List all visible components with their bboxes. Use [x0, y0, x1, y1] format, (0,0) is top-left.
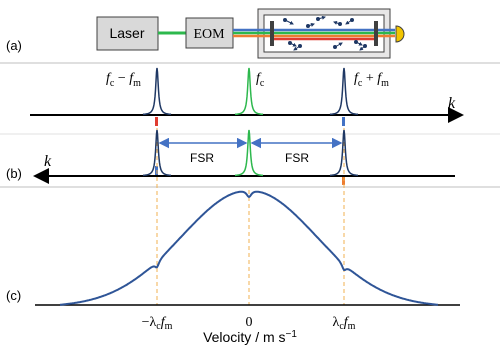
atom — [354, 40, 358, 44]
absorption-profile — [59, 190, 439, 306]
label-part: m — [381, 78, 389, 89]
label-part: f — [256, 71, 262, 86]
peak-label: fc − fm — [106, 71, 141, 89]
label-part: f — [377, 71, 383, 86]
atom — [298, 44, 302, 48]
label-part: c — [110, 78, 115, 89]
label-part: f — [344, 315, 350, 330]
axis-title: Velocity / m s−1 — [203, 329, 297, 345]
label-part: + — [362, 71, 377, 86]
atom — [288, 41, 292, 45]
laser-box — [96, 16, 159, 51]
atom — [316, 17, 320, 21]
label-part: 0 — [246, 315, 253, 330]
atom — [338, 22, 342, 26]
peak-label: fc + fm — [354, 71, 389, 89]
guide-lines — [156, 128, 345, 305]
atoms — [283, 15, 367, 51]
label-part: −1 — [286, 329, 298, 340]
fsr-label: FSR — [190, 151, 214, 165]
label-part: f — [161, 315, 167, 330]
atom — [363, 44, 367, 48]
atom — [333, 45, 337, 49]
label-part: m — [348, 321, 356, 332]
atom — [283, 18, 287, 22]
label-part: f — [106, 71, 112, 86]
tick-label: 0 — [246, 315, 253, 330]
label-part: m — [133, 78, 141, 89]
tick-label: λcfm — [333, 315, 356, 332]
resonance-peak — [234, 67, 264, 116]
beams — [233, 28, 395, 41]
label-part: c — [358, 78, 363, 89]
resonance-peak — [235, 129, 263, 177]
label-part: f — [129, 71, 135, 86]
resonance-peak — [329, 67, 359, 116]
label-part: c — [260, 78, 265, 89]
mirror — [270, 21, 274, 46]
resonance-peak — [143, 129, 171, 177]
panel-label: (b) — [6, 166, 22, 181]
fsr-label: FSR — [285, 151, 309, 165]
atom — [350, 18, 354, 22]
label-part: c — [339, 321, 344, 332]
tick-label: −λcfm — [142, 315, 173, 332]
label-part: λ — [333, 315, 340, 330]
detector — [395, 25, 405, 43]
mirror — [374, 21, 378, 46]
axis-label: k — [44, 153, 52, 170]
resonance-peak — [330, 129, 358, 177]
laser-label: Laser — [109, 25, 144, 41]
panel-label: (c) — [6, 288, 21, 303]
atom — [306, 24, 310, 28]
eom-box — [185, 17, 234, 49]
label-part: f — [354, 71, 360, 86]
label-part: Velocity / m s — [203, 329, 285, 345]
label-part: − — [114, 71, 129, 86]
panel-label: (a) — [6, 38, 22, 53]
peak-label: fc — [256, 71, 265, 89]
label-part: c — [156, 321, 161, 332]
label-part: m — [165, 321, 173, 332]
label-part: −λ — [142, 315, 157, 330]
probe-marker — [342, 117, 345, 126]
resonance-peak — [142, 67, 172, 116]
probe-marker — [155, 117, 158, 126]
eom-label: EOM — [193, 27, 225, 42]
axis-label: k — [448, 95, 456, 112]
